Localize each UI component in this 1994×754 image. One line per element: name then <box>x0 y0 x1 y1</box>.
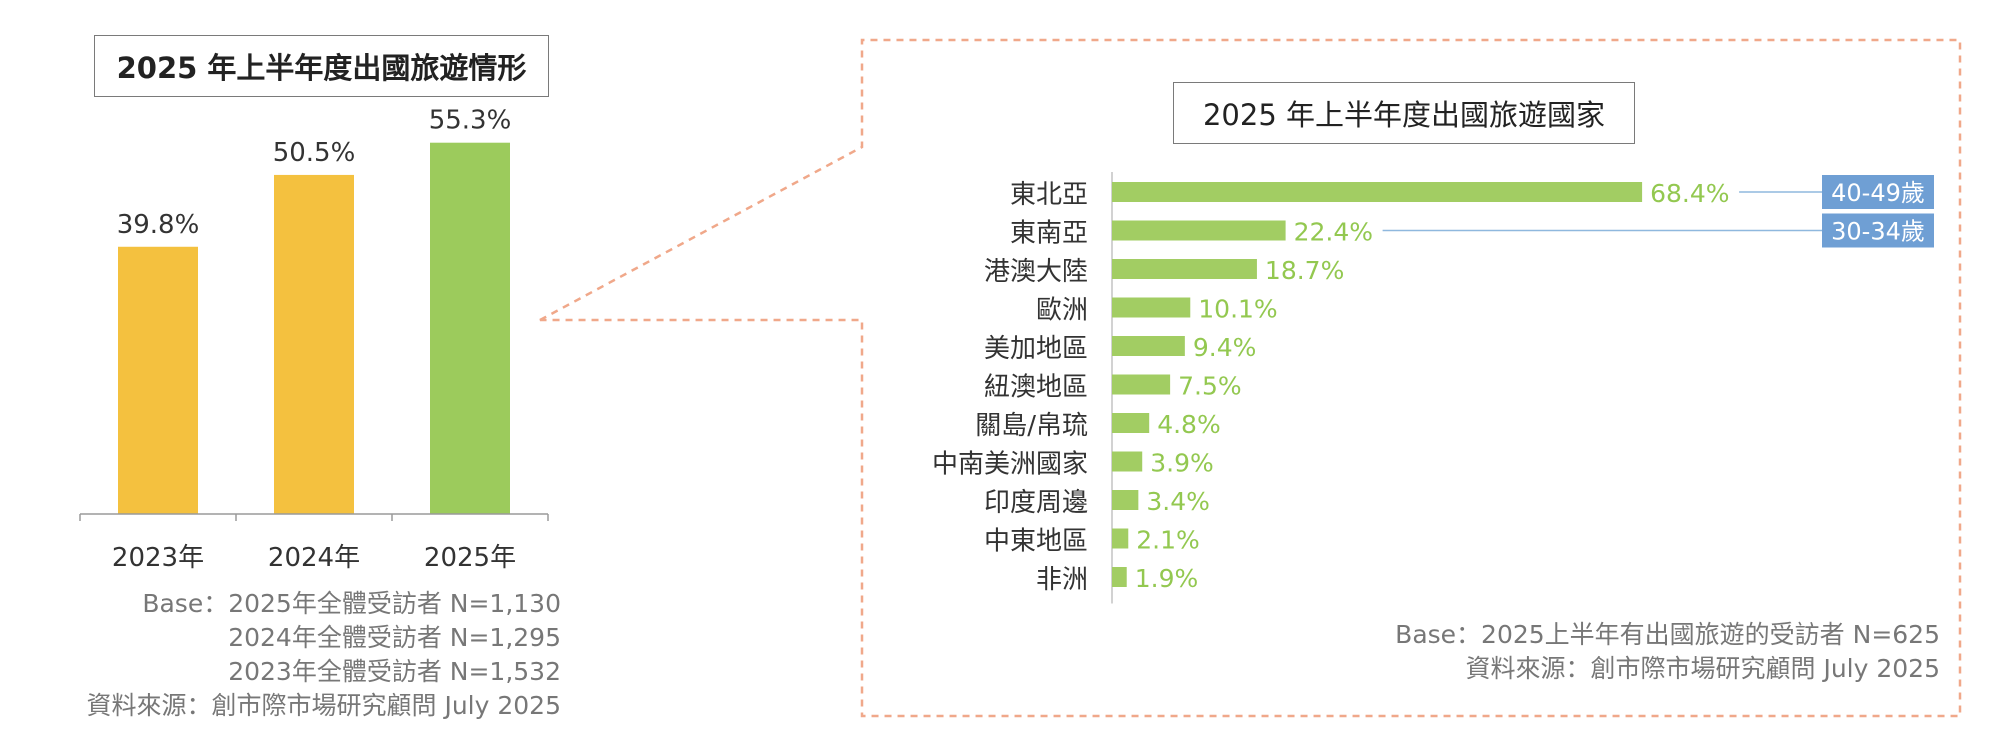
hbar-value-label: 2.1% <box>1136 526 1200 555</box>
hbar-東北亞 <box>1112 182 1643 202</box>
left-base-note: Base：2025年全體受訪者 N=1,130 2024年全體受訪者 N=1,2… <box>87 587 561 723</box>
hbar-中南美洲國家 <box>1112 451 1143 472</box>
hbar-value-label: 68.4% <box>1650 179 1729 208</box>
hbar-value-label: 1.9% <box>1135 564 1199 593</box>
hbar-港澳大陸 <box>1112 259 1257 279</box>
y-tick-label: 中東地區 <box>984 527 1088 557</box>
hbar-value-label: 7.5% <box>1178 372 1242 401</box>
age-badge-label: 40-49歲 <box>1831 179 1925 207</box>
y-tick-label: 東北亞 <box>1010 180 1088 210</box>
hbar-value-label: 18.7% <box>1265 256 1344 285</box>
hbar-東南亞 <box>1112 220 1286 241</box>
age-badge <box>1822 175 1934 209</box>
right-base-note: Base：2025上半年有出國旅遊的受訪者 N=625 資料來源：創市際市場研究… <box>1395 618 1940 686</box>
hbar-美加地區 <box>1112 336 1185 356</box>
bar-value-label: 39.8% <box>117 210 200 240</box>
age-badge <box>1822 213 1934 248</box>
left-chart-title: 2025 年上半年度出國旅遊情形 <box>94 35 549 97</box>
left-base-line: Base：2025年全體受訪者 N=1,130 <box>142 589 561 618</box>
left-base-line: 2023年全體受訪者 N=1,532 <box>228 657 561 686</box>
hbar-非洲 <box>1112 567 1127 587</box>
hbar-中東地區 <box>1112 528 1129 549</box>
left-bar-chart: 39.8% 2023年 50.5% 2024年 55.3% 2025年 <box>79 106 549 573</box>
bar-value-label: 55.3% <box>429 106 512 136</box>
callout-border <box>539 38 1962 718</box>
bar-value-label: 50.5% <box>273 138 356 168</box>
age-badge-label: 30-34歲 <box>1831 218 1925 246</box>
hbar-關島/帛琉 <box>1112 413 1150 433</box>
hbar-value-label: 10.1% <box>1198 295 1277 324</box>
y-tick-label: 紐澳地區 <box>984 373 1088 403</box>
y-tick-label: 歐洲 <box>1036 296 1088 326</box>
y-tick-label: 美加地區 <box>984 334 1088 364</box>
hbar-value-label: 3.9% <box>1150 449 1214 478</box>
right-chart-title: 2025 年上半年度出國旅遊國家 <box>1173 82 1635 144</box>
x-tick-label: 2023年 <box>112 543 204 573</box>
y-tick-label: 港澳大陸 <box>984 257 1088 287</box>
left-source-line: 資料來源：創市際市場研究顧問 July 2025 <box>86 691 561 720</box>
right-base-line: Base：2025上半年有出國旅遊的受訪者 N=625 <box>1395 620 1940 649</box>
y-tick-label: 東南亞 <box>1010 219 1088 249</box>
hbar-value-label: 22.4% <box>1294 218 1373 247</box>
hbar-紐澳地區 <box>1112 374 1171 395</box>
hbar-value-label: 4.8% <box>1157 410 1221 439</box>
x-tick-label: 2025年 <box>424 543 516 573</box>
right-source-line: 資料來源：創市際市場研究顧問 July 2025 <box>1465 654 1940 683</box>
callout-frame <box>539 38 1962 718</box>
x-tick-label: 2024年 <box>268 543 360 573</box>
left-base-line: 2024年全體受訪者 N=1,295 <box>228 623 561 652</box>
bar-2025年 <box>430 142 510 514</box>
bar-2023年 <box>118 246 198 514</box>
y-tick-label: 關島/帛琉 <box>975 411 1088 441</box>
hbar-印度周邊 <box>1112 490 1139 510</box>
y-tick-label: 印度周邊 <box>984 488 1088 518</box>
hbar-value-label: 9.4% <box>1193 333 1257 362</box>
hbar-value-label: 3.4% <box>1146 487 1210 516</box>
hbar-歐洲 <box>1112 297 1191 318</box>
y-tick-label: 非洲 <box>1036 565 1088 595</box>
y-tick-label: 中南美洲國家 <box>932 450 1088 480</box>
bar-2024年 <box>274 174 354 514</box>
